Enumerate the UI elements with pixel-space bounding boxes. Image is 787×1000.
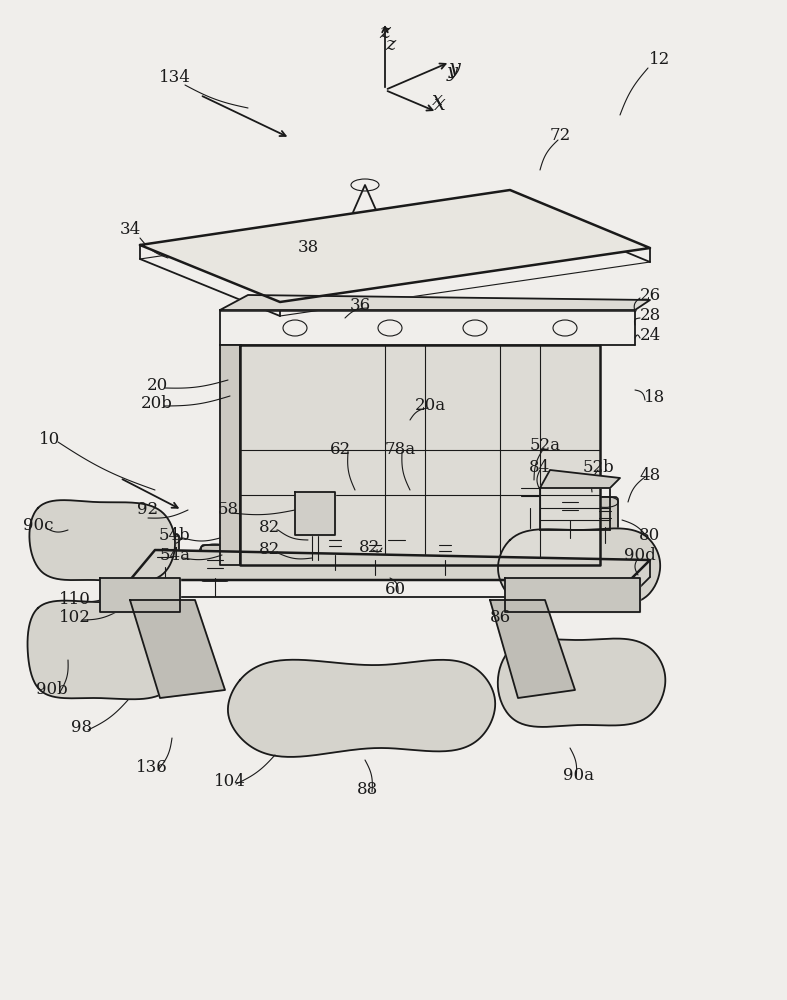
FancyBboxPatch shape [323,527,347,558]
Text: 86: 86 [490,609,511,626]
Text: 60: 60 [384,582,405,598]
Polygon shape [240,345,600,565]
Text: 102: 102 [59,609,91,626]
Text: 134: 134 [159,70,191,87]
Text: x: x [434,96,446,114]
Text: 90d: 90d [624,546,656,564]
Polygon shape [130,550,650,580]
Text: 34: 34 [120,222,141,238]
FancyBboxPatch shape [433,532,457,563]
Text: 20a: 20a [415,396,445,414]
Text: 90a: 90a [563,766,593,784]
Text: 92: 92 [138,502,158,518]
Text: 10: 10 [39,432,61,448]
Polygon shape [220,345,240,565]
Text: 26: 26 [639,286,660,304]
Text: 20: 20 [146,376,168,393]
Polygon shape [498,528,660,607]
Text: 82: 82 [260,520,281,536]
FancyBboxPatch shape [363,532,387,563]
Text: z: z [385,36,395,54]
Text: 28: 28 [639,306,660,324]
Text: 38: 38 [297,239,319,256]
Polygon shape [498,639,665,727]
Polygon shape [228,660,495,757]
Text: 52b: 52b [582,460,614,477]
Polygon shape [100,578,180,612]
Text: 136: 136 [136,760,168,776]
Polygon shape [490,600,575,698]
Text: y: y [446,63,457,81]
Polygon shape [29,500,175,582]
FancyBboxPatch shape [556,487,584,523]
Text: 58: 58 [217,502,238,518]
Text: 62: 62 [330,442,350,458]
Text: y: y [449,58,461,78]
Text: 36: 36 [349,296,371,314]
Polygon shape [28,601,182,699]
FancyBboxPatch shape [515,472,545,511]
Text: 20b: 20b [141,394,173,412]
Text: 48: 48 [639,466,660,484]
Polygon shape [540,470,620,488]
Text: 88: 88 [357,782,379,798]
Polygon shape [505,578,640,612]
Text: 80: 80 [639,526,660,544]
Polygon shape [295,492,335,535]
Text: 24: 24 [639,326,660,344]
Text: 12: 12 [649,51,671,68]
Text: 90c: 90c [23,516,54,534]
Text: 82: 82 [360,540,381,556]
Text: z: z [379,22,390,41]
Text: 54a: 54a [160,546,190,564]
Text: 18: 18 [645,389,666,406]
Text: 78a: 78a [384,442,416,458]
FancyBboxPatch shape [201,545,229,581]
Polygon shape [220,295,650,310]
Text: 90b: 90b [36,682,68,698]
FancyBboxPatch shape [593,497,618,530]
Text: 110: 110 [59,591,91,608]
Text: 52a: 52a [530,436,560,454]
Polygon shape [130,600,225,698]
Text: 84: 84 [530,460,551,477]
Text: 82: 82 [260,542,281,558]
Text: x: x [431,91,442,109]
Text: 98: 98 [72,720,93,736]
Polygon shape [140,190,650,302]
FancyBboxPatch shape [151,534,179,570]
Text: 72: 72 [549,126,571,143]
Text: 54b: 54b [159,528,191,544]
Text: 104: 104 [214,774,246,790]
